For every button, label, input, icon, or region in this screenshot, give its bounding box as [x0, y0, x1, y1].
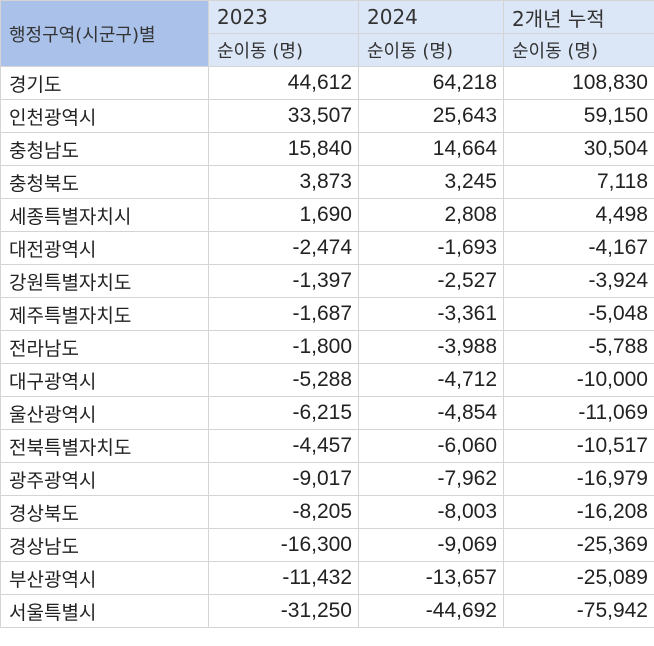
cumulative-cell: -10,517 — [503, 429, 654, 463]
value-2024-cell: -3,988 — [358, 330, 504, 364]
region-cell: 부산광역시 — [0, 561, 209, 595]
table-row: 강원특별자치도 -1,397 -2,527 -3,924 — [0, 264, 654, 298]
unit-header: 순이동 (명) — [208, 33, 359, 67]
value-2024-cell: -8,003 — [358, 495, 504, 529]
region-cell: 경기도 — [0, 66, 209, 100]
region-cell: 전라남도 — [0, 330, 209, 364]
unit-header-row: 순이동 (명) 순이동 (명) 순이동 (명) — [1, 33, 654, 67]
value-2024-cell: -4,854 — [358, 396, 504, 430]
value-2023-cell: -31,250 — [208, 594, 359, 628]
cumulative-cell: -11,069 — [503, 396, 654, 430]
cumulative-cell: -5,788 — [503, 330, 654, 364]
region-cell: 서울특별시 — [0, 594, 209, 628]
value-2023-cell: -2,474 — [208, 231, 359, 265]
value-2024-cell: -9,069 — [358, 528, 504, 562]
value-2023-cell: -6,215 — [208, 396, 359, 430]
cumulative-cell: -4,167 — [503, 231, 654, 265]
region-cell: 충청북도 — [0, 165, 209, 199]
region-cell: 제주특별자치도 — [0, 297, 209, 331]
value-2023-cell: -9,017 — [208, 462, 359, 496]
table-row: 경상북도 -8,205 -8,003 -16,208 — [0, 495, 654, 529]
region-cell: 충청남도 — [0, 132, 209, 166]
value-2023-cell: 33,507 — [208, 99, 359, 133]
value-2024-cell: 64,218 — [358, 66, 504, 100]
value-2024-cell: -4,712 — [358, 363, 504, 397]
cumulative-cell: -16,979 — [503, 462, 654, 496]
cumulative-cell: 59,150 — [503, 99, 654, 133]
region-cell: 광주광역시 — [0, 462, 209, 496]
value-2023-cell: -8,205 — [208, 495, 359, 529]
table-row: 전라남도 -1,800 -3,988 -5,788 — [0, 330, 654, 364]
table-row: 서울특별시 -31,250 -44,692 -75,942 — [0, 594, 654, 628]
region-column-header: 행정구역(시군구)별 — [0, 0, 209, 67]
value-2023-cell: -5,288 — [208, 363, 359, 397]
table-row: 제주특별자치도 -1,687 -3,361 -5,048 — [0, 297, 654, 331]
value-2023-cell: -4,457 — [208, 429, 359, 463]
year-header-row: 행정구역(시군구)별 2023 2024 2개년 누적 — [0, 0, 654, 67]
value-2023-cell: 3,873 — [208, 165, 359, 199]
year-header-cumulative: 2개년 누적 — [503, 0, 654, 34]
table-row: 부산광역시 -11,432 -13,657 -25,089 — [0, 561, 654, 595]
cumulative-cell: -3,924 — [503, 264, 654, 298]
year-header-2024: 2024 — [358, 0, 504, 34]
table-row: 경기도 44,612 64,218 108,830 — [0, 66, 654, 100]
cumulative-cell: -5,048 — [503, 297, 654, 331]
region-cell: 세종특별자치시 — [0, 198, 209, 232]
table-row: 대전광역시 -2,474 -1,693 -4,167 — [0, 231, 654, 265]
value-2023-cell: 44,612 — [208, 66, 359, 100]
value-2024-cell: -1,693 — [358, 231, 504, 265]
cumulative-cell: -75,942 — [503, 594, 654, 628]
table-row: 충청남도 15,840 14,664 30,504 — [0, 132, 654, 166]
table-row: 광주광역시 -9,017 -7,962 -16,979 — [0, 462, 654, 496]
region-cell: 경상남도 — [0, 528, 209, 562]
value-2024-cell: -13,657 — [358, 561, 504, 595]
unit-header: 순이동 (명) — [358, 33, 504, 67]
region-cell: 경상북도 — [0, 495, 209, 529]
value-2024-cell: 14,664 — [358, 132, 504, 166]
cumulative-cell: 108,830 — [503, 66, 654, 100]
table-row: 전북특별자치도 -4,457 -6,060 -10,517 — [0, 429, 654, 463]
year-header-2023: 2023 — [208, 0, 359, 34]
region-cell: 전북특별자치도 — [0, 429, 209, 463]
table-row: 인천광역시 33,507 25,643 59,150 — [0, 99, 654, 133]
value-2023-cell: -16,300 — [208, 528, 359, 562]
table-row: 울산광역시 -6,215 -4,854 -11,069 — [0, 396, 654, 430]
value-2024-cell: -6,060 — [358, 429, 504, 463]
value-2023-cell: -1,687 — [208, 297, 359, 331]
region-cell: 대구광역시 — [0, 363, 209, 397]
table-row: 경상남도 -16,300 -9,069 -25,369 — [0, 528, 654, 562]
value-2023-cell: 1,690 — [208, 198, 359, 232]
net-migration-table: 행정구역(시군구)별 2023 2024 2개년 누적 순이동 (명) 순이동 … — [0, 0, 654, 628]
region-cell: 울산광역시 — [0, 396, 209, 430]
value-2023-cell: 15,840 — [208, 132, 359, 166]
table-body: 경기도 44,612 64,218 108,830 인천광역시 33,507 25,643 5… — [0, 66, 654, 628]
value-2024-cell: 2,808 — [358, 198, 504, 232]
value-2023-cell: -11,432 — [208, 561, 359, 595]
cumulative-cell: -10,000 — [503, 363, 654, 397]
cumulative-cell: -25,369 — [503, 528, 654, 562]
value-2024-cell: 25,643 — [358, 99, 504, 133]
value-2024-cell: -7,962 — [358, 462, 504, 496]
value-2023-cell: -1,397 — [208, 264, 359, 298]
table-row: 세종특별자치시 1,690 2,808 4,498 — [0, 198, 654, 232]
value-2024-cell: 3,245 — [358, 165, 504, 199]
value-2024-cell: -2,527 — [358, 264, 504, 298]
region-cell: 인천광역시 — [0, 99, 209, 133]
value-2023-cell: -1,800 — [208, 330, 359, 364]
cumulative-cell: 7,118 — [503, 165, 654, 199]
cumulative-cell: 4,498 — [503, 198, 654, 232]
cumulative-cell: 30,504 — [503, 132, 654, 166]
table-row: 대구광역시 -5,288 -4,712 -10,000 — [0, 363, 654, 397]
cumulative-cell: -16,208 — [503, 495, 654, 529]
region-cell: 강원특별자치도 — [0, 264, 209, 298]
cumulative-cell: -25,089 — [503, 561, 654, 595]
table-row: 충청북도 3,873 3,245 7,118 — [0, 165, 654, 199]
value-2024-cell: -44,692 — [358, 594, 504, 628]
value-2024-cell: -3,361 — [358, 297, 504, 331]
unit-header: 순이동 (명) — [503, 33, 654, 67]
region-cell: 대전광역시 — [0, 231, 209, 265]
